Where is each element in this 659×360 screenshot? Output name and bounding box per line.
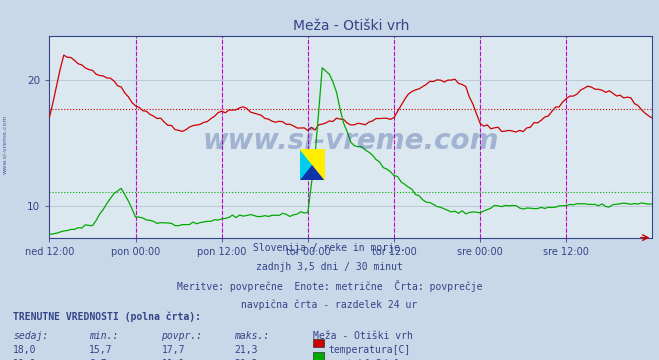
Text: www.si-vreme.com: www.si-vreme.com	[203, 127, 499, 155]
Text: 21,3: 21,3	[234, 345, 258, 355]
Text: Meritve: povprečne  Enote: metrične  Črta: povprečje: Meritve: povprečne Enote: metrične Črta:…	[177, 280, 482, 292]
Text: navpična črta - razdelek 24 ur: navpična črta - razdelek 24 ur	[241, 299, 418, 310]
Polygon shape	[300, 149, 325, 180]
Text: 15,7: 15,7	[89, 345, 113, 355]
Text: 10,0: 10,0	[13, 359, 37, 360]
Text: temperatura[C]: temperatura[C]	[329, 345, 411, 355]
Text: 8,7: 8,7	[89, 359, 107, 360]
Text: povpr.:: povpr.:	[161, 331, 202, 341]
Text: min.:: min.:	[89, 331, 119, 341]
Text: Slovenija / reke in morje.: Slovenija / reke in morje.	[253, 243, 406, 253]
Text: zadnjh 3,5 dni / 30 minut: zadnjh 3,5 dni / 30 minut	[256, 262, 403, 272]
Text: 18,0: 18,0	[13, 345, 37, 355]
Text: sedaj:: sedaj:	[13, 331, 48, 341]
Polygon shape	[300, 149, 325, 180]
Polygon shape	[300, 149, 325, 180]
Text: Meža - Otiški vrh: Meža - Otiški vrh	[313, 331, 413, 341]
Text: 20,2: 20,2	[234, 359, 258, 360]
Text: maks.:: maks.:	[234, 331, 269, 341]
Title: Meža - Otiški vrh: Meža - Otiški vrh	[293, 19, 409, 33]
Text: www.si-vreme.com: www.si-vreme.com	[3, 114, 8, 174]
Text: pretok[m3/s]: pretok[m3/s]	[329, 359, 399, 360]
Text: 17,7: 17,7	[161, 345, 185, 355]
Text: 11,1: 11,1	[161, 359, 185, 360]
Text: TRENUTNE VREDNOSTI (polna črta):: TRENUTNE VREDNOSTI (polna črta):	[13, 311, 201, 322]
